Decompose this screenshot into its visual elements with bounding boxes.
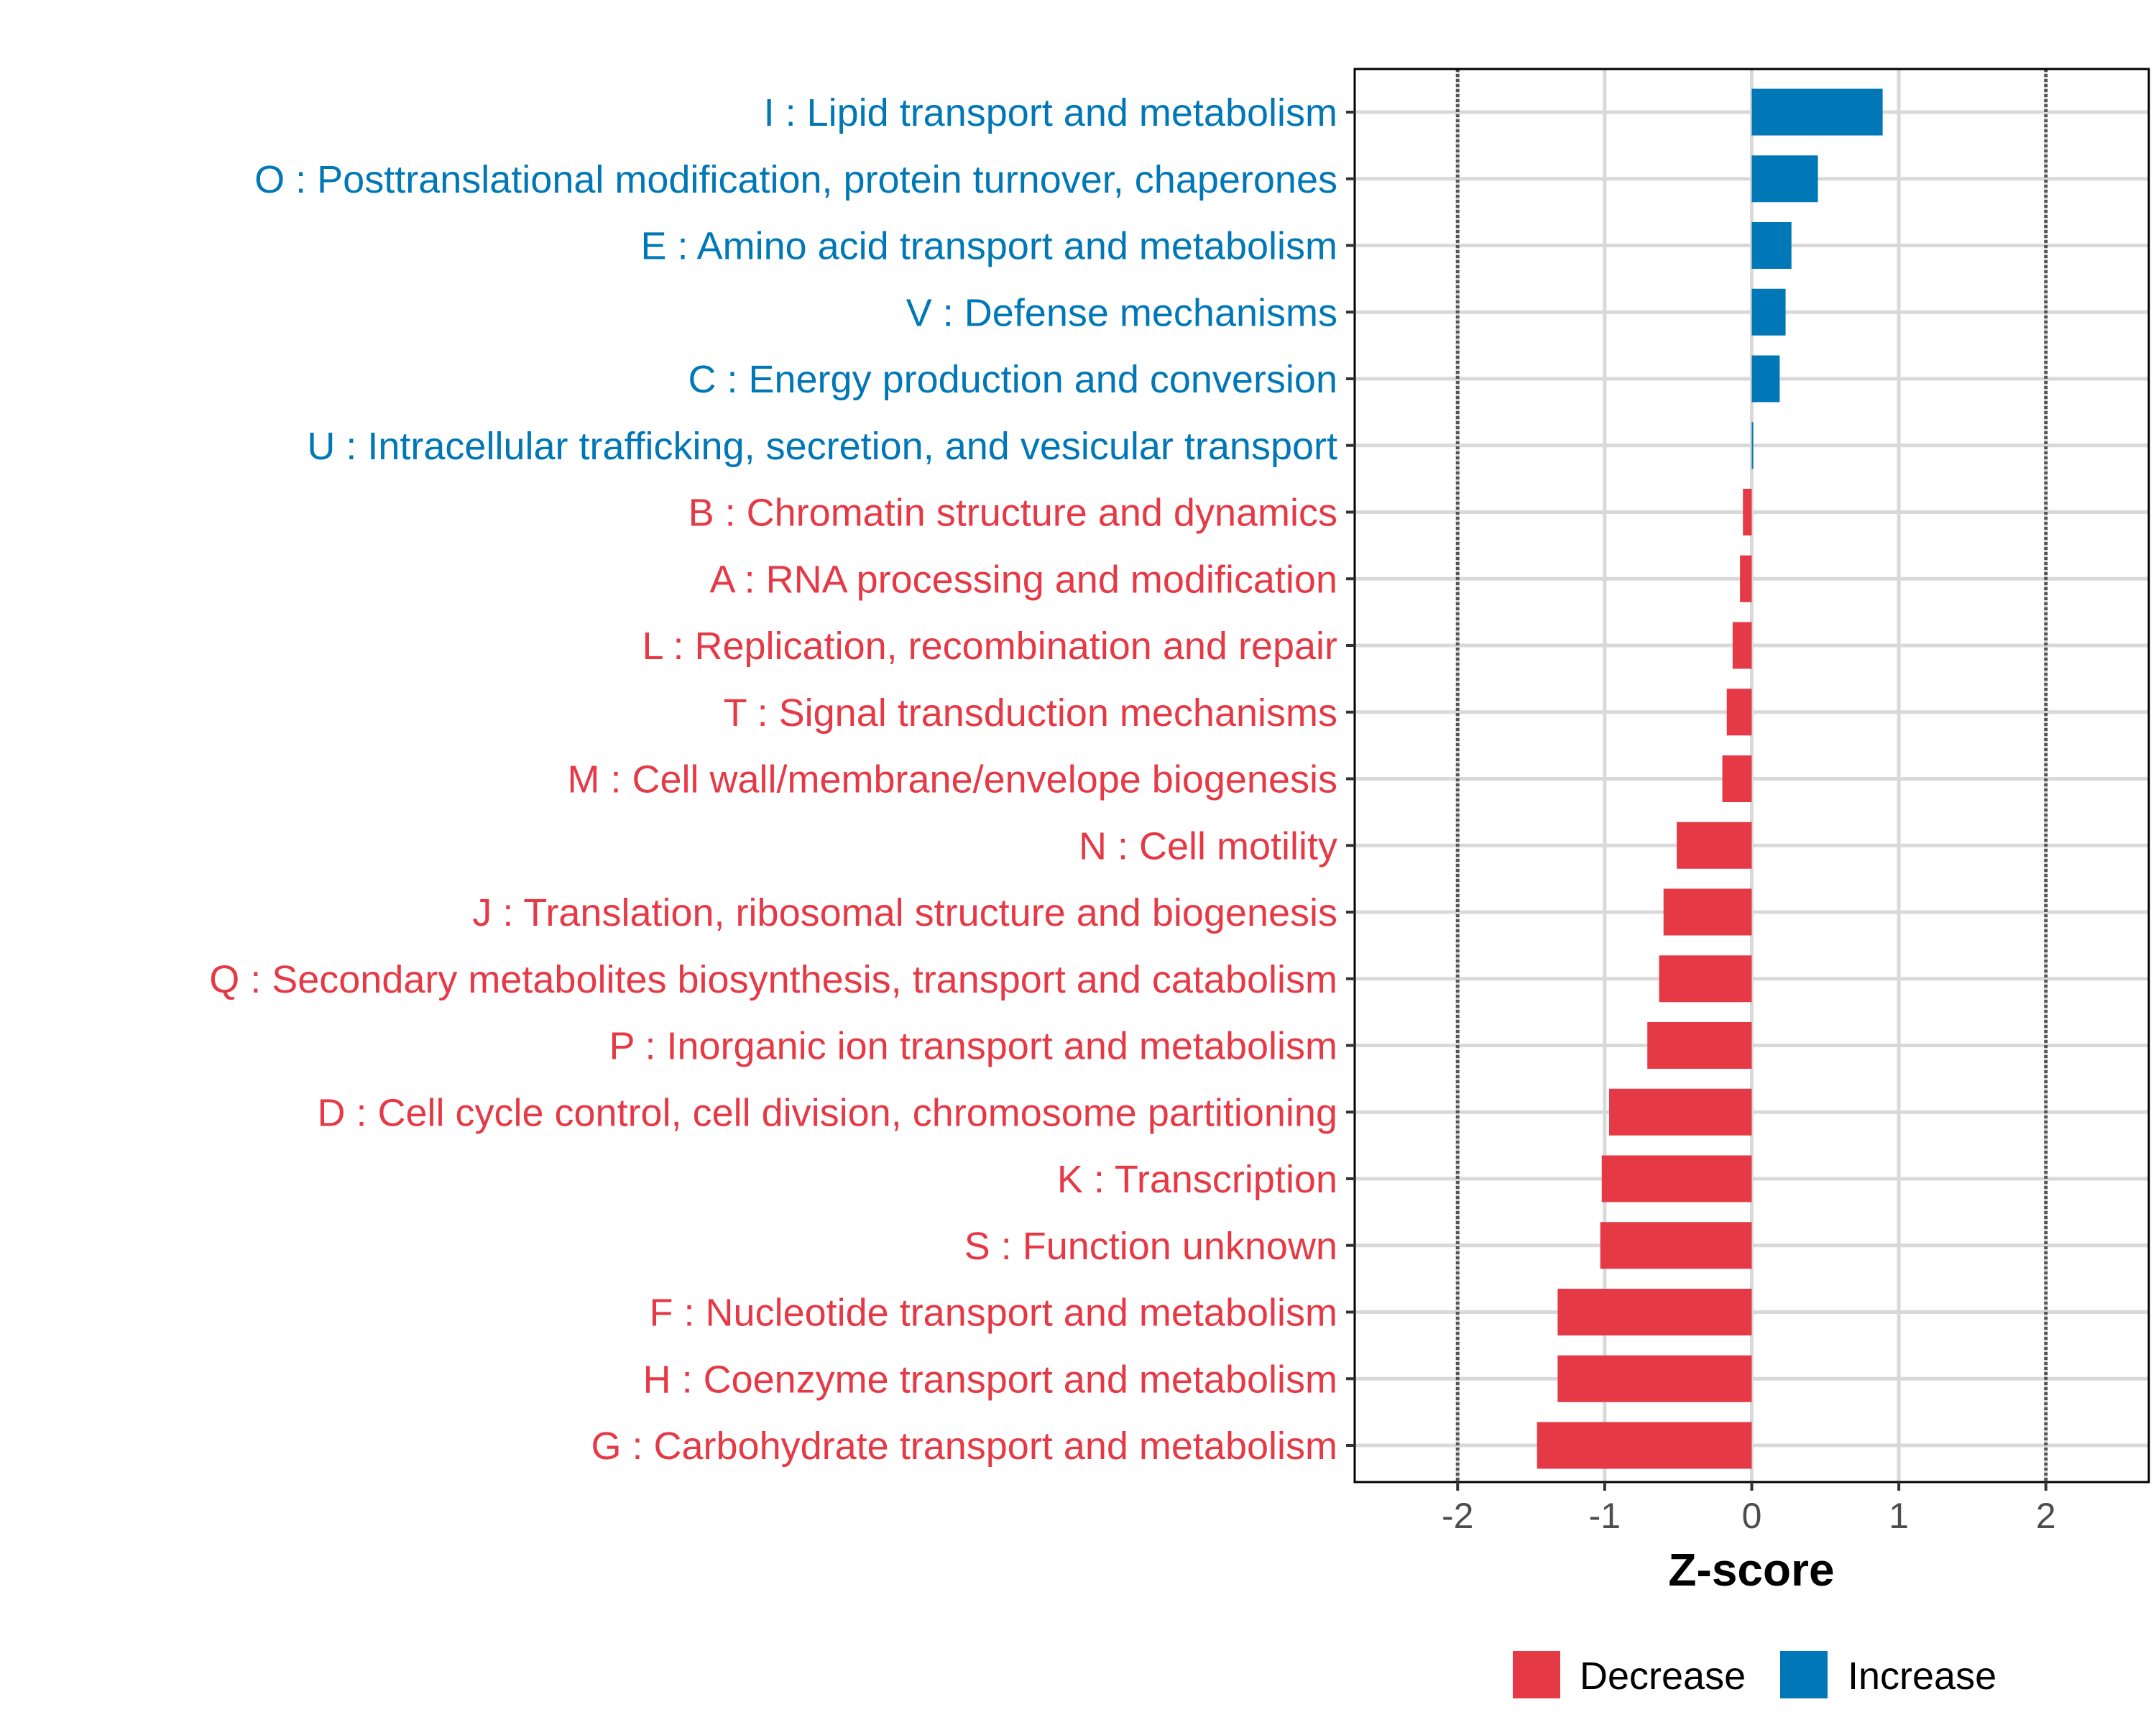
y-tick-label: T : Signal transduction mechanisms [724, 691, 1337, 735]
legend-swatch-increase [1780, 1651, 1828, 1698]
bar [1557, 1355, 1752, 1402]
bar [1751, 355, 1780, 402]
legend: Decrease Increase [1513, 1651, 1996, 1698]
y-tick-label: E : Amino acid transport and metabolism [641, 225, 1337, 268]
y-tick-label: C : Energy production and conversion [688, 358, 1337, 401]
y-tick-label: G : Carbohydrate transport and metabolis… [591, 1425, 1338, 1468]
legend-swatch-decrease [1513, 1651, 1560, 1698]
bar [1677, 822, 1752, 869]
bar [1557, 1289, 1752, 1335]
y-tick-label: V : Defense mechanisms [906, 291, 1337, 334]
y-tick-label: O : Posttranslational modification, prot… [254, 158, 1337, 201]
y-tick-label: Q : Secondary metabolites biosynthesis, … [209, 958, 1337, 1001]
bar [1647, 1022, 1752, 1069]
x-tick-label: 1 [1889, 1496, 1909, 1536]
y-tick-label: N : Cell motility [1079, 824, 1337, 868]
bar [1751, 422, 1754, 469]
y-tick-label: A : RNA processing and modification [710, 558, 1337, 601]
x-tick-label: 0 [1742, 1496, 1762, 1536]
bar [1722, 755, 1752, 802]
x-axis-ticks: -2 -1 0 1 2 [1442, 1482, 2056, 1536]
bar [1663, 888, 1752, 936]
bar [1743, 489, 1752, 535]
y-tick-label: L : Replication, recombination and repai… [642, 625, 1337, 668]
bar [1740, 555, 1752, 602]
bars [1537, 88, 1883, 1469]
x-tick-label: 2 [2036, 1496, 2056, 1536]
x-tick-label: -2 [1442, 1496, 1473, 1536]
legend-label-decrease: Decrease [1580, 1655, 1746, 1698]
y-tick-label: B : Chromatin structure and dynamics [688, 492, 1337, 535]
y-tick-label: D : Cell cycle control, cell division, c… [317, 1091, 1337, 1134]
bar [1726, 689, 1752, 736]
bar [1751, 155, 1818, 203]
y-tick-label: S : Function unknown [964, 1225, 1337, 1268]
bar [1609, 1088, 1752, 1136]
y-tick-label: H : Coenzyme transport and metabolism [643, 1358, 1337, 1401]
bar [1601, 1155, 1752, 1202]
y-axis-labels: I : Lipid transport and metabolism O : Po… [209, 91, 1355, 1468]
x-tick-label: -1 [1589, 1496, 1621, 1536]
y-tick-label: J : Translation, ribosomal structure and… [472, 891, 1337, 934]
reference-lines [1455, 69, 2048, 1482]
bar [1751, 222, 1792, 269]
bar [1732, 622, 1752, 669]
legend-label-increase: Increase [1848, 1655, 1996, 1698]
y-tick-label: P : Inorganic ion transport and metaboli… [609, 1025, 1337, 1068]
y-tick-label: I : Lipid transport and metabolism [764, 91, 1337, 134]
bar [1537, 1422, 1752, 1469]
bar [1751, 88, 1883, 136]
y-tick-label: K : Transcription [1057, 1158, 1337, 1201]
y-tick-label: F : Nucleotide transport and metabolism [650, 1292, 1337, 1335]
bar [1751, 288, 1786, 336]
x-axis-title: Z-score [1668, 1544, 1834, 1596]
y-tick-label: M : Cell wall/membrane/envelope biogenes… [567, 758, 1337, 801]
bar [1600, 1222, 1752, 1269]
bar [1659, 955, 1752, 1003]
y-tick-label: U : Intracellular trafficking, secretion… [307, 425, 1337, 468]
